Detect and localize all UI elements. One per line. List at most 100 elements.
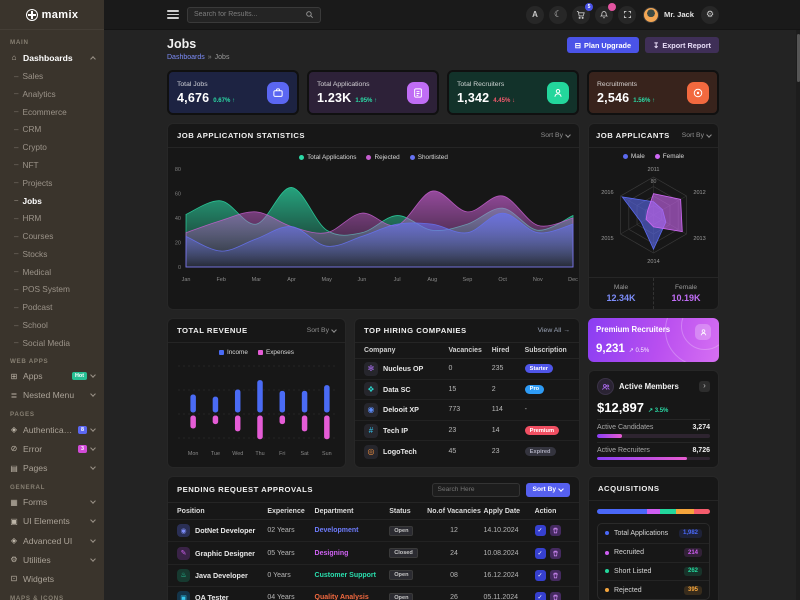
sidebar-subitem-medical[interactable]: – Medical <box>14 266 52 277</box>
table-row[interactable]: ♨ Java Developer 0 Years Customer Support Op… <box>168 565 579 588</box>
legend-item[interactable]: Female <box>654 153 684 160</box>
table-search-input[interactable] <box>437 486 526 493</box>
sidebar-item-dashboards[interactable]: ⌂ Dashboards <box>9 48 96 67</box>
sidebar-subitem-projects[interactable]: – Projects <box>14 177 53 188</box>
approve-button[interactable]: ✓ <box>534 547 546 559</box>
language-button[interactable]: A <box>526 5 545 24</box>
sidebar-item-advanced-ui[interactable]: ◈ Advanced UI <box>9 531 96 550</box>
stat-label: Total Applications <box>317 80 370 88</box>
sort-by-dropdown[interactable]: Sort By <box>541 131 571 139</box>
department-link[interactable]: Customer Support <box>314 571 376 579</box>
sidebar-subitem-analytics[interactable]: – Analytics <box>14 88 56 99</box>
delete-button[interactable] <box>549 592 561 600</box>
recruiter-badge-icon <box>695 324 711 340</box>
legend-item[interactable]: Male <box>622 153 645 160</box>
sidebar-subitem-podcast[interactable]: – Podcast <box>14 302 53 313</box>
list-item[interactable]: Recruited 214 <box>598 542 709 562</box>
table-row[interactable]: ◎ LogoTech 45 23 Expired <box>355 441 579 462</box>
count-badge: 1,982 <box>678 528 702 538</box>
legend-item[interactable]: Shortlisted <box>409 154 448 161</box>
svg-text:Feb: Feb <box>216 277 225 283</box>
sidebar-subitem-crypto[interactable]: – Crypto <box>14 142 47 153</box>
table-search[interactable] <box>431 482 526 497</box>
legend-item[interactable]: Total Applications <box>299 154 356 161</box>
sidebar-subitem-social-media[interactable]: – Social Media <box>14 337 70 348</box>
approve-button[interactable]: ✓ <box>534 525 546 537</box>
sort-by-button[interactable]: Sort By <box>525 482 570 497</box>
apps-icon: ⊞ <box>10 371 18 381</box>
premium-recruiters-card[interactable]: Premium Recruiters 9,231 ↗ 0.5% <box>588 318 719 362</box>
list-item[interactable]: Rejected 395 <box>598 580 709 599</box>
table-row[interactable]: ✻ Nucleus OP 0 235 Starter <box>355 359 579 380</box>
recruiter-icon <box>547 81 569 104</box>
logo[interactable]: mamix <box>0 0 104 30</box>
sidebar-item-ui-elements[interactable]: ▣ UI Elements <box>9 512 96 531</box>
cart-button[interactable]: 5 <box>572 2 594 24</box>
user-profile[interactable]: Mr. Jack <box>643 6 694 23</box>
logo-text: mamix <box>41 8 79 21</box>
approve-button[interactable]: ✓ <box>534 592 546 600</box>
premium-value: 9,231 <box>596 343 625 355</box>
legend-item[interactable]: Income <box>218 349 248 356</box>
forms-icon: ▦ <box>10 497 18 507</box>
sidebar-subitem-nft[interactable]: – NFT <box>14 159 39 170</box>
table-row[interactable]: ◉ DotNet Developer 02 Years Development Open… <box>168 520 579 543</box>
sidebar-item-authentication[interactable]: ◈ Authentication 8 <box>9 420 96 439</box>
list-item[interactable]: Short Listed 262 <box>598 561 709 581</box>
table-row[interactable]: ✎ Graphic Designer 05 Years Designing Closed… <box>168 542 579 565</box>
fullscreen-button[interactable] <box>618 5 637 24</box>
company-logo-icon: ◉ <box>364 402 378 417</box>
department-link[interactable]: Designing <box>314 549 349 557</box>
subscription-badge: Pro <box>524 384 545 394</box>
approve-button[interactable]: ✓ <box>534 569 546 581</box>
sidebar-subitem-pos-system[interactable]: – POS System <box>14 284 70 295</box>
plan-upgrade-button[interactable]: ⊟ Plan Upgrade <box>566 37 640 53</box>
table-row[interactable]: # Tech IP 23 14 Premium <box>355 421 579 442</box>
scrollbar-track[interactable] <box>796 30 800 600</box>
svg-text:20: 20 <box>175 241 181 247</box>
view-all-link[interactable]: View All → <box>537 327 570 334</box>
sidebar-item-widgets[interactable]: ⊡ Widgets <box>10 573 55 584</box>
delete-button[interactable] <box>549 525 561 537</box>
hamburger-menu-icon[interactable] <box>167 10 179 19</box>
notifications-button[interactable] <box>595 2 617 24</box>
list-item[interactable]: Total Applications 1,982 <box>598 524 709 543</box>
scrollbar-thumb[interactable] <box>796 34 800 82</box>
legend-item[interactable]: Expenses <box>257 349 294 356</box>
department-link[interactable]: Development <box>314 527 359 535</box>
sidebar-subitem-school[interactable]: – School <box>14 320 48 331</box>
sidebar-item-utilities[interactable]: ⚙ Utilities <box>9 550 96 569</box>
sidebar-item-error[interactable]: ⊘ Error 3 <box>9 439 96 458</box>
table-row[interactable]: ❖ Data SC 15 2 Pro <box>355 380 579 401</box>
sort-by-dropdown[interactable]: Sort By <box>307 326 337 334</box>
user-name: Mr. Jack <box>664 10 694 19</box>
global-search[interactable] <box>187 6 321 23</box>
delete-button[interactable] <box>549 547 561 559</box>
sidebar-subitem-ecommerce[interactable]: – Ecommerce <box>14 106 67 117</box>
table-row[interactable]: ◉ Delooit XP 773 114- <box>355 400 579 421</box>
top-hiring-companies-card: TOP HIRING COMPANIES View All → Company V… <box>354 318 580 468</box>
export-report-button[interactable]: ↧ Export Report <box>645 37 719 53</box>
sidebar-subitem-hrm[interactable]: – HRM <box>14 213 42 224</box>
table-header: Company Vacancies Hired Subscription <box>355 343 579 359</box>
dark-mode-button[interactable]: ☾ <box>549 5 568 24</box>
sidebar-subitem-courses[interactable]: – Courses <box>14 231 54 242</box>
sort-by-dropdown[interactable]: Sort By <box>682 131 712 139</box>
delete-button[interactable] <box>549 569 561 581</box>
sidebar-subitem-sales[interactable]: – Sales <box>14 71 44 82</box>
sidebar-subitem-jobs[interactable]: – Jobs <box>14 195 42 206</box>
progress-bar <box>597 434 710 438</box>
sidebar-item-forms[interactable]: ▦ Forms <box>9 493 96 512</box>
sidebar-item-apps[interactable]: ⊞ Apps Hot <box>9 367 96 386</box>
search-input[interactable] <box>194 11 301 18</box>
breadcrumb-dashboards-link[interactable]: Dashboards <box>167 54 205 61</box>
sidebar-item-pages[interactable]: ▤ Pages <box>9 458 96 477</box>
sidebar-subitem-stocks[interactable]: – Stocks <box>14 248 48 259</box>
settings-button[interactable]: ⚙ <box>701 5 719 24</box>
table-row[interactable]: ▣ QA Tester 04 Years Quality Analysis Open 26… <box>168 587 579 600</box>
sidebar-subitem-crm[interactable]: – CRM <box>14 124 42 135</box>
legend-item[interactable]: Rejected <box>366 154 400 161</box>
sidebar-item-nested-menu[interactable]: ≣ Nested Menu <box>9 386 96 405</box>
chevron-right-button[interactable]: › <box>699 381 710 392</box>
department-link[interactable]: Quality Analysis <box>314 594 369 600</box>
